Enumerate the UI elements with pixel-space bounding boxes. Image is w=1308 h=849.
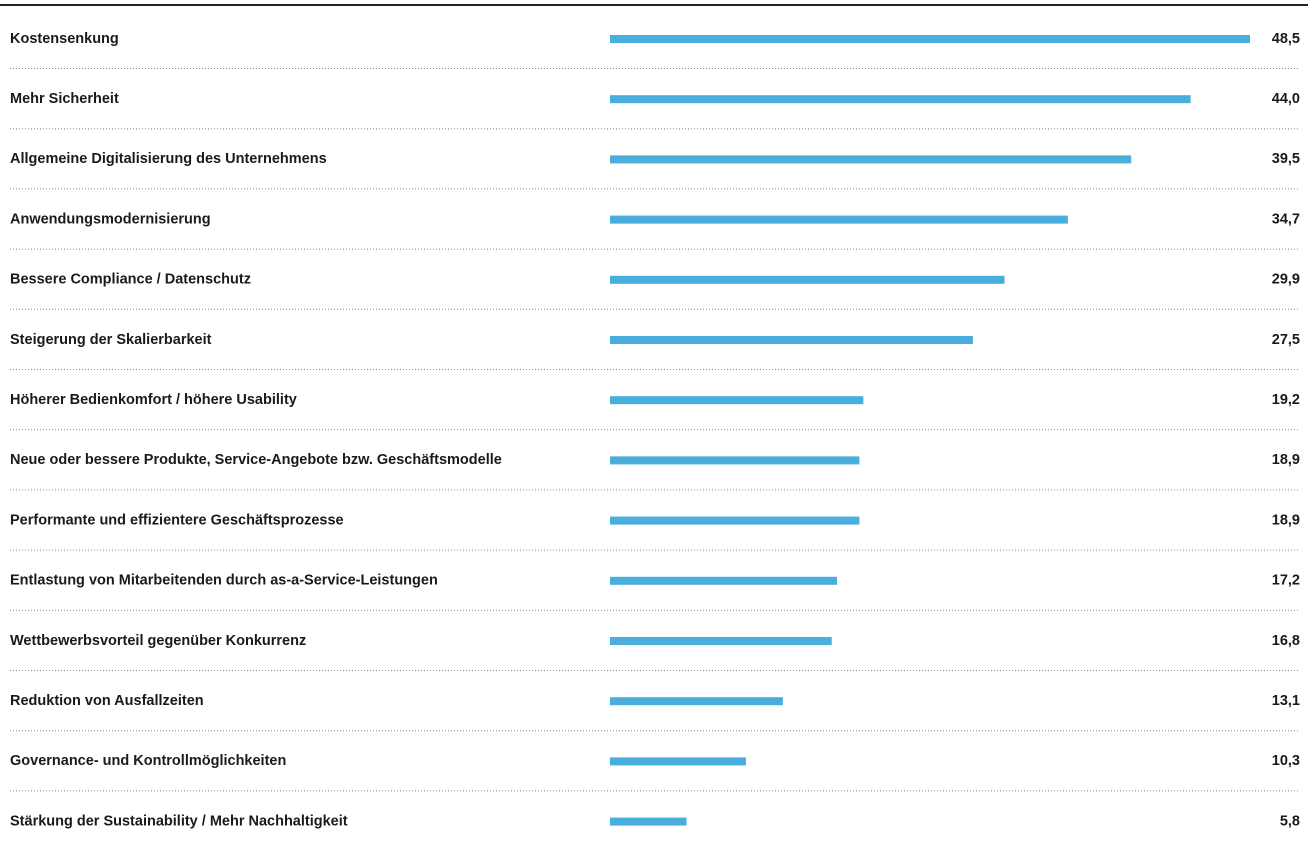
bar	[610, 757, 746, 766]
bar	[610, 576, 837, 585]
bar	[610, 456, 860, 465]
value-label: 19,2	[1272, 392, 1300, 408]
bar	[610, 637, 832, 645]
category-label: Anwendungsmodernisierung	[10, 211, 211, 227]
value-label: 18,9	[1272, 512, 1300, 528]
category-label: Kostensenkung	[10, 31, 119, 47]
category-label: Neue oder bessere Produkte, Service-Ange…	[10, 452, 502, 468]
category-label: Performante und effizientere Geschäftspr…	[10, 512, 344, 528]
category-label: Bessere Compliance / Datenschutz	[10, 272, 251, 288]
value-label: 44,0	[1272, 91, 1300, 107]
bar	[610, 35, 1250, 43]
value-label: 34,7	[1272, 211, 1300, 227]
bar	[610, 817, 687, 826]
value-label: 5,8	[1280, 813, 1300, 829]
category-label: Wettbewerbsvorteil gegenüber Konkurrenz	[10, 633, 306, 649]
category-label: Reduktion von Ausfallzeiten	[10, 693, 204, 709]
value-label: 17,2	[1272, 573, 1300, 589]
category-label: Governance- und Kontrollmöglichkeiten	[10, 753, 286, 769]
value-label: 10,3	[1272, 753, 1300, 769]
value-label: 18,9	[1272, 452, 1300, 468]
bar	[610, 396, 864, 405]
category-label: Stärkung der Sustainability / Mehr Nachh…	[10, 813, 348, 829]
value-label: 27,5	[1272, 332, 1300, 348]
category-label: Mehr Sicherheit	[10, 91, 119, 107]
bar	[610, 516, 860, 525]
bar	[610, 155, 1132, 164]
bar	[610, 275, 1005, 284]
value-label: 16,8	[1272, 633, 1300, 649]
category-label: Höherer Bedienkomfort / höhere Usability	[10, 392, 297, 408]
bar	[610, 336, 973, 344]
category-label: Entlastung von Mitarbeitenden durch as-a…	[10, 573, 438, 589]
value-label: 13,1	[1272, 693, 1300, 709]
category-label: Steigerung der Skalierbarkeit	[10, 332, 212, 348]
category-label: Allgemeine Digitalisierung des Unternehm…	[10, 151, 327, 167]
value-label: 39,5	[1272, 151, 1300, 167]
bar	[610, 215, 1068, 224]
value-label: 29,9	[1272, 272, 1300, 288]
bar	[610, 697, 783, 706]
value-label: 48,5	[1272, 31, 1300, 47]
bar	[610, 95, 1191, 104]
